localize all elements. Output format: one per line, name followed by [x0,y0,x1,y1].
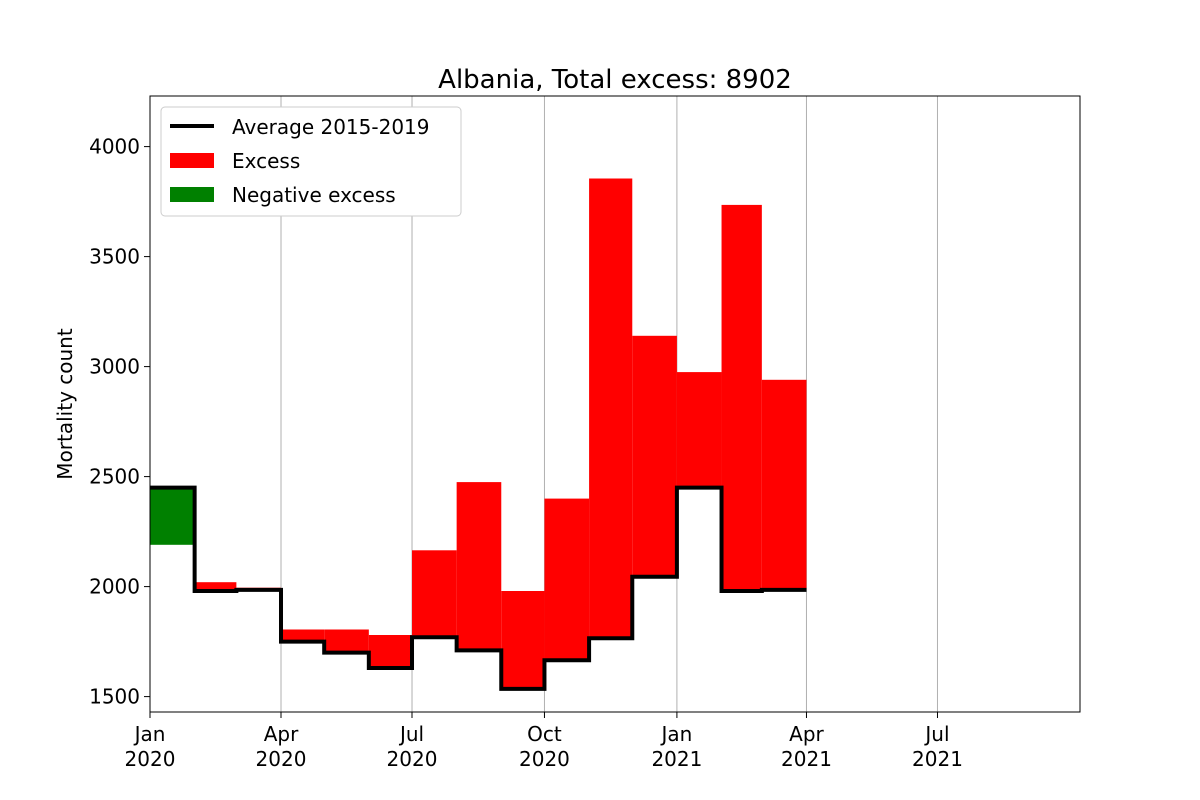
y-tick-label: 2000 [89,575,140,599]
legend: Average 2015-2019 Excess Negative excess [160,106,462,217]
y-axis: 1500 2000 2500 3000 3500 4000 [89,135,150,709]
y-tick-label: 3500 [89,245,140,269]
legend-label-negative: Negative excess [232,183,396,207]
x-tick-label-month: Jul [398,722,424,746]
y-tick-label: 2500 [89,465,140,489]
x-tick-label-month: Jul [923,722,949,746]
legend-frame [160,106,462,217]
y-tick-label: 4000 [89,135,140,159]
chart-title: Albania, Total excess: 8902 [438,65,792,95]
x-tick-label-month: Oct [527,722,562,746]
x-tick-label-year: 2020 [125,747,176,771]
y-axis-label: Mortality count [53,328,77,480]
x-tick-label-year: 2021 [651,747,702,771]
plot-area [149,95,1081,713]
legend-excess-swatch [170,153,214,168]
excess-bar [632,335,677,577]
excess-bar [721,204,762,591]
negative-excess-bar [150,487,195,545]
plot-frame [149,95,1081,713]
excess-bar [501,591,545,689]
y-tick-label: 1500 [89,685,140,709]
x-tick-label-year: 2021 [912,747,963,771]
excess-bar [456,482,502,651]
excess-bar [544,498,590,661]
x-tick-label-month: Jan [133,722,166,746]
excess-bar [368,635,413,668]
x-tick-label-month: Apr [789,722,824,746]
excess-bar [324,629,369,653]
excess-bar [589,178,633,639]
excess-bar [281,629,325,642]
y-tick-label: 3000 [89,355,140,379]
x-tick-label-year: 2020 [519,747,570,771]
x-tick-label-month: Jan [659,722,692,746]
x-tick-label-year: 2020 [256,747,307,771]
x-tick-label-year: 2021 [781,747,832,771]
average-baseline-layer [150,485,807,691]
legend-label-average: Average 2015-2019 [232,115,430,139]
x-axis: Jan2020Apr2020Jul2020Oct2020Jan2021Apr20… [125,712,963,771]
average-baseline-line [150,485,807,691]
legend-negative-swatch [170,187,214,202]
excess-bar [676,372,722,488]
x-tick-label-year: 2020 [387,747,438,771]
excess-bar [194,582,237,591]
x-tick-label-month: Apr [264,722,299,746]
bars-layer [150,178,807,689]
excess-bar [412,550,457,638]
excess-bar [761,379,807,590]
legend-label-excess: Excess [232,149,300,173]
